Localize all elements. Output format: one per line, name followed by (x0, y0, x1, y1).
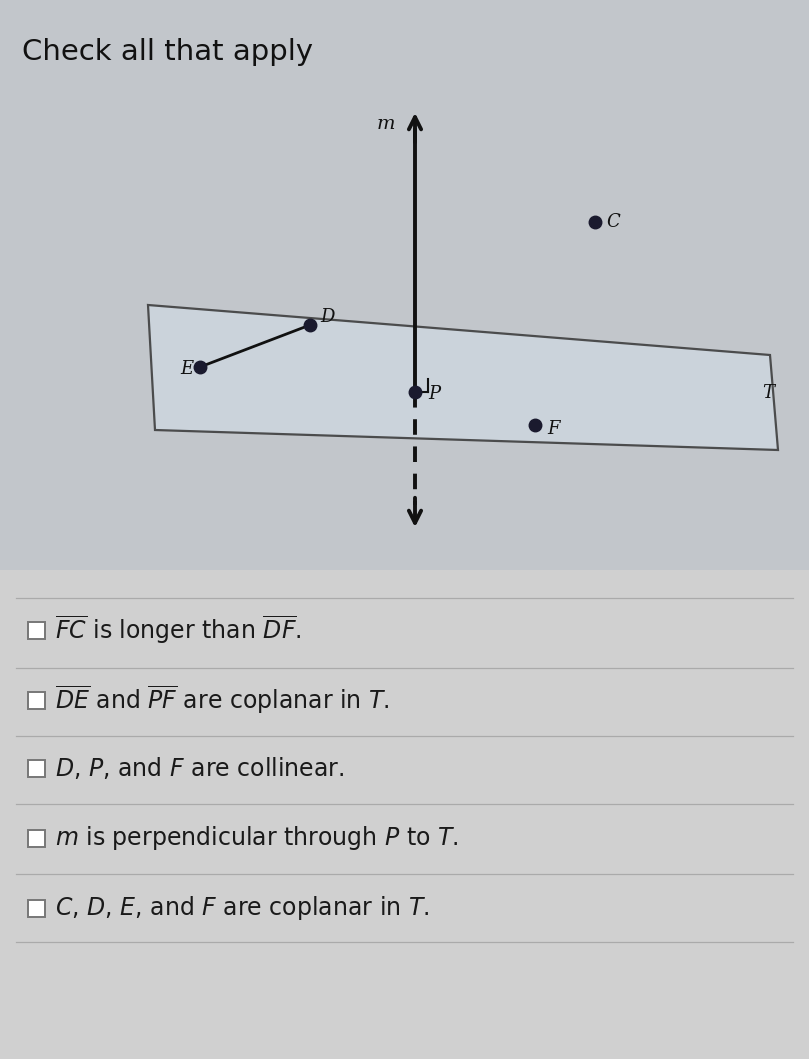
Text: $\overline{\mathit{FC}}$ is longer than $\overline{\mathit{DF}}$.: $\overline{\mathit{FC}}$ is longer than … (55, 613, 302, 646)
Polygon shape (148, 305, 778, 450)
Bar (0, 0, 809, 570)
Text: $\mathit{C}$, $\mathit{D}$, $\mathit{E}$, and $\mathit{F}$ are coplanar in $\mat: $\mathit{C}$, $\mathit{D}$, $\mathit{E}$… (55, 894, 430, 922)
Bar (0, 570, 809, 1059)
Bar (28, 899, 45, 916)
Text: T: T (762, 384, 774, 402)
Bar (28, 692, 45, 708)
Text: $\mathit{m}$ is perpendicular through $\mathit{P}$ to $\mathit{T}$.: $\mathit{m}$ is perpendicular through $\… (55, 824, 459, 852)
Text: D: D (320, 308, 334, 326)
Text: $\overline{\mathit{DE}}$ and $\overline{\mathit{PF}}$ are coplanar in $\mathit{T: $\overline{\mathit{DE}}$ and $\overline{… (55, 683, 390, 717)
Bar (28, 622, 45, 639)
Text: P: P (428, 385, 440, 403)
Text: F: F (547, 420, 560, 438)
Bar (28, 829, 45, 846)
Text: m: m (376, 115, 395, 133)
Text: C: C (606, 213, 620, 231)
Text: $\mathit{D}$, $\mathit{P}$, and $\mathit{F}$ are collinear.: $\mathit{D}$, $\mathit{P}$, and $\mathit… (55, 755, 345, 780)
Text: E: E (180, 360, 193, 378)
Text: Check all that apply: Check all that apply (22, 38, 313, 66)
Bar (28, 759, 45, 776)
